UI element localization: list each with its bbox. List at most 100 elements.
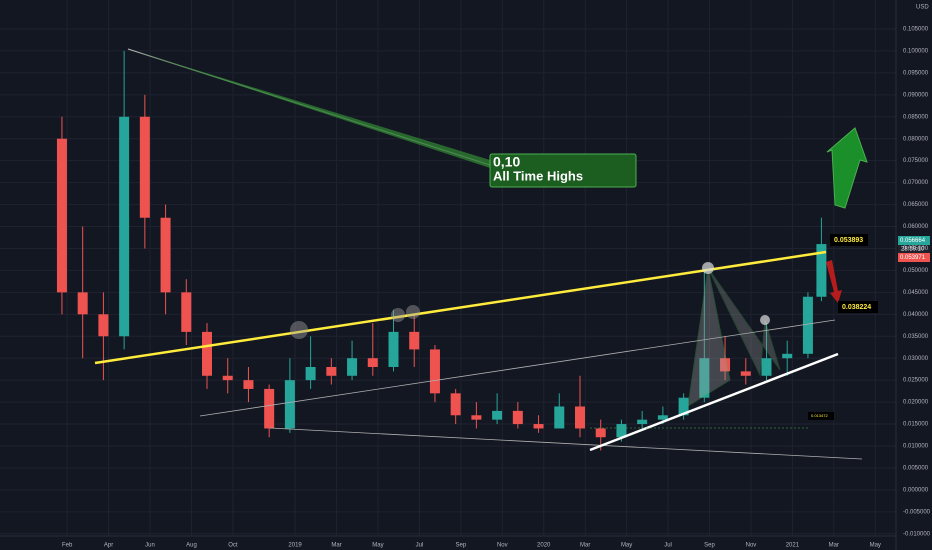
unit-label: USD — [916, 5, 929, 11]
marker — [760, 315, 770, 325]
label-box — [808, 412, 834, 420]
x-tick-label: Mar — [829, 543, 839, 549]
candle-body — [388, 331, 399, 367]
candle-body — [243, 380, 254, 389]
candle-body — [326, 366, 337, 376]
y-tick-label: 0.025000 — [903, 378, 929, 384]
candle-body — [678, 397, 689, 416]
x-tick-label: 2020 — [537, 543, 551, 549]
callout-box — [489, 153, 637, 188]
countdown-label: 28:59:10 — [901, 247, 925, 253]
drawings: 0,10 All Time Highs 0.053893 0.038224 0.… — [94, 48, 878, 460]
candle-body — [554, 406, 565, 429]
y-tick-label: 0.030000 — [903, 356, 929, 362]
candle-body — [450, 393, 461, 416]
x-tick-label: Feb — [62, 543, 73, 549]
candle-body — [77, 292, 88, 315]
candle-body — [761, 358, 772, 376]
candle-body — [181, 292, 192, 332]
candle-body — [222, 375, 233, 381]
y-tick-label: 0.100000 — [903, 49, 929, 55]
candle-body — [816, 244, 827, 297]
y-tick-label: 0.060000 — [903, 224, 929, 230]
candle-body — [139, 116, 150, 218]
y-tick-label: 0.020000 — [903, 400, 929, 406]
y-tick-label: 0.045000 — [903, 290, 929, 296]
y-tick-label: 0.105000 — [903, 27, 929, 33]
candle-body — [202, 331, 213, 376]
candle-body — [782, 353, 793, 359]
candle-body — [119, 116, 130, 337]
price-label: 0.053971 — [900, 255, 926, 261]
y-tick-label: 0.015000 — [903, 422, 929, 428]
y-tick-label: 0.005000 — [903, 466, 929, 472]
x-tick-label: Aug — [186, 543, 197, 549]
y-tick-label: -0.005000 — [903, 509, 931, 515]
candle-body — [637, 419, 648, 425]
price-label: 0.056664 — [900, 238, 926, 244]
y-tick-label: 0.070000 — [903, 180, 929, 186]
candle-body — [533, 424, 544, 429]
x-tick-label: Mar — [580, 543, 590, 549]
x-tick-label: 2019 — [288, 543, 302, 549]
candle-body — [574, 406, 585, 429]
candle-body — [160, 217, 171, 293]
pattern — [687, 267, 731, 407]
support-line — [589, 352, 839, 452]
y-tick-label: 0.095000 — [903, 70, 929, 76]
marker — [391, 308, 405, 322]
y-tick-label: 0.010000 — [903, 444, 929, 450]
x-tick-label: 2021 — [786, 543, 800, 549]
candle-body — [699, 358, 710, 398]
candle-body — [802, 296, 813, 354]
y-tick-label: 0.035000 — [903, 334, 929, 340]
candle-body — [616, 424, 627, 438]
low-label: 0.013472 — [811, 413, 828, 418]
candle-body — [347, 358, 358, 376]
x-tick-label: May — [621, 543, 632, 549]
price-box — [898, 236, 930, 245]
marker — [290, 321, 308, 339]
candle-body — [264, 388, 275, 429]
y-tick-label: 0.055000 — [903, 246, 929, 252]
x-tick-label: Jun — [145, 543, 155, 549]
candle-body — [720, 358, 731, 372]
y-tick-label: 0.085000 — [903, 114, 929, 120]
candle-body — [512, 410, 523, 425]
x-tick-label: Oct — [228, 543, 238, 549]
candle-body — [657, 415, 668, 420]
candle-body — [98, 314, 109, 337]
x-tick-label: Sep — [704, 543, 715, 549]
candle-body — [409, 331, 420, 350]
y-tick-label: 0.075000 — [903, 158, 929, 164]
callout-pointer — [128, 49, 490, 168]
marker — [702, 262, 714, 274]
candle-body — [492, 410, 503, 420]
x-tick-label: Nov — [746, 543, 757, 549]
y-tick-label: 0.080000 — [903, 136, 929, 142]
x-tick-label: May — [372, 543, 383, 549]
up-arrow — [826, 127, 868, 209]
down-arrow — [826, 260, 842, 303]
support-label: 0.038224 — [842, 304, 871, 311]
candle-body — [56, 138, 67, 293]
candle-body — [305, 366, 316, 381]
candle-body — [595, 428, 606, 438]
y-tick-label: 0.065000 — [903, 202, 929, 208]
label-box — [838, 301, 878, 313]
candle-body — [471, 415, 482, 420]
channel-line — [199, 319, 836, 417]
candle-body — [367, 358, 378, 367]
x-tick-label: Jul — [416, 543, 424, 549]
y-tick-label: -0.010000 — [903, 531, 931, 537]
price-box — [898, 253, 930, 262]
candle-body — [284, 380, 295, 429]
candle-body — [429, 349, 440, 394]
x-tick-label: May — [870, 543, 881, 549]
y-tick-label: 0.090000 — [903, 92, 929, 98]
x-tick-label: Nov — [497, 543, 508, 549]
x-tick-label: Sep — [456, 543, 467, 549]
